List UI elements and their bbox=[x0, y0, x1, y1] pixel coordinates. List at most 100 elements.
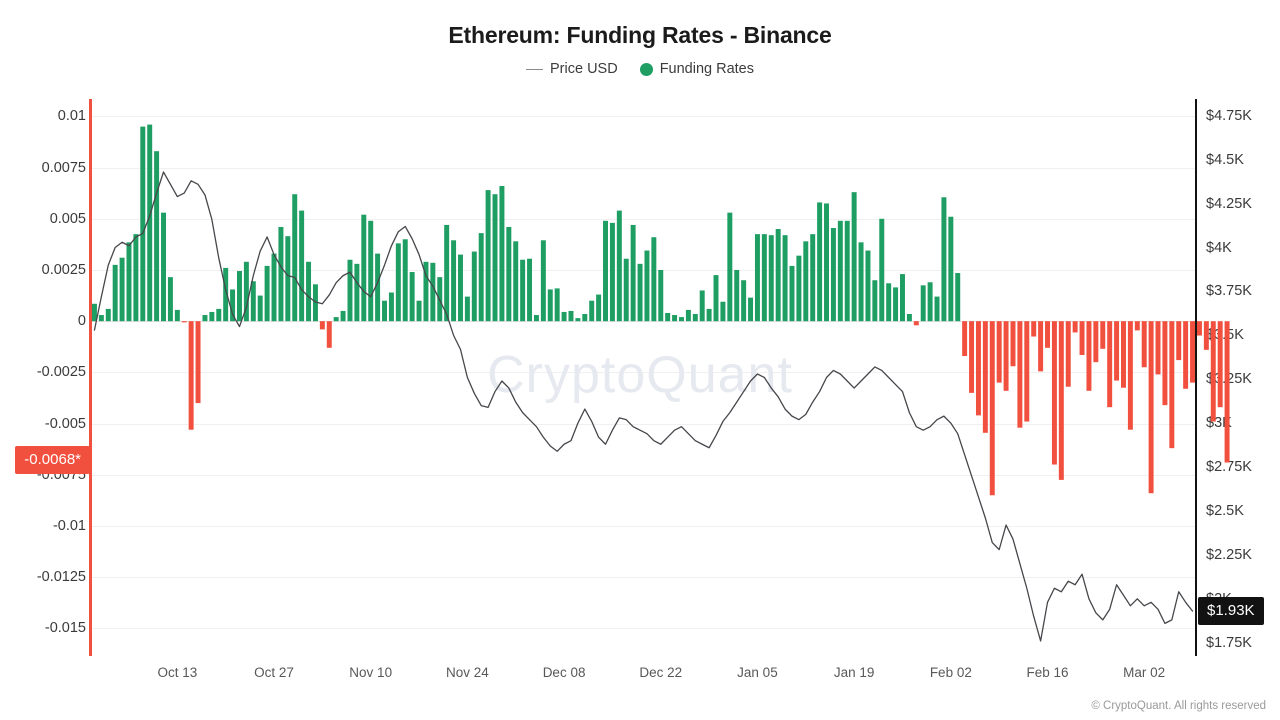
x-axis-tick-label: Mar 02 bbox=[1123, 665, 1166, 680]
funding-rate-bar bbox=[568, 310, 574, 322]
funding-rate-bar bbox=[506, 226, 512, 322]
funding-rate-bar bbox=[934, 296, 940, 322]
x-axis-tick-label: Dec 08 bbox=[542, 665, 586, 680]
funding-rate-bar bbox=[112, 264, 118, 322]
funding-rate-bar bbox=[554, 288, 560, 322]
funding-rate-bar bbox=[547, 289, 553, 322]
funding-rate-bar bbox=[720, 301, 726, 322]
funding-rate-bar bbox=[782, 235, 788, 322]
funding-rate-bar bbox=[665, 312, 671, 322]
funding-rate-bar bbox=[451, 240, 457, 322]
funding-rate-bar bbox=[768, 235, 774, 322]
right-axis-line bbox=[1195, 99, 1197, 656]
funding-rate-bar bbox=[900, 274, 905, 322]
funding-rate-bar bbox=[623, 258, 629, 322]
x-axis-tick-label: Jan 19 bbox=[833, 665, 875, 680]
right-axis-tick-label: $1.75K bbox=[1206, 634, 1252, 651]
x-axis-tick-label: Feb 16 bbox=[1026, 665, 1069, 680]
funding-rate-bar bbox=[789, 265, 795, 322]
funding-rate-bar bbox=[748, 297, 754, 322]
funding-rate-bar bbox=[1162, 321, 1168, 406]
x-axis-tick-label: Oct 27 bbox=[254, 665, 294, 680]
funding-rate-bar bbox=[527, 258, 533, 322]
funding-rate-bar bbox=[913, 321, 919, 326]
funding-rate-bar bbox=[1114, 321, 1120, 381]
price-line-path bbox=[93, 171, 1194, 642]
right-axis-tick-label: $4.5K bbox=[1206, 151, 1244, 168]
funding-rate-bar bbox=[216, 308, 222, 322]
plot-area bbox=[91, 100, 1230, 655]
legend-item-price-usd[interactable]: Price USD bbox=[526, 61, 618, 77]
x-axis-tick-label: Nov 24 bbox=[445, 665, 489, 680]
funding-rate-bar bbox=[630, 224, 636, 322]
funding-rate-bar bbox=[824, 203, 829, 322]
funding-rate-bar bbox=[948, 216, 954, 322]
funding-rate-bar bbox=[1072, 321, 1078, 333]
price-usd-line bbox=[93, 171, 1194, 642]
funding-rate-bar bbox=[1169, 321, 1175, 449]
funding-rate-bar bbox=[1031, 321, 1037, 337]
funding-rate-bar bbox=[1051, 321, 1057, 465]
funding-rate-bar bbox=[1183, 321, 1189, 389]
funding-rate-bar bbox=[1121, 321, 1126, 388]
funding-rate-bar bbox=[1093, 321, 1099, 363]
funding-rate-bar bbox=[340, 310, 346, 322]
funding-rate-bar bbox=[1190, 321, 1196, 383]
funding-rate-bar bbox=[1141, 321, 1147, 368]
funding-rate-bar bbox=[865, 250, 871, 322]
funding-rate-bar bbox=[803, 241, 809, 322]
funding-rate-bar bbox=[1224, 321, 1230, 463]
funding-rate-bar bbox=[969, 321, 975, 393]
funding-rate-bar bbox=[202, 315, 208, 322]
funding-rate-bar bbox=[651, 237, 657, 322]
funding-rate-bar bbox=[499, 186, 505, 322]
funding-rate-bar bbox=[927, 282, 933, 322]
price-value-badge: $1.93K bbox=[1198, 597, 1264, 626]
funding-rate-bar bbox=[754, 234, 760, 322]
funding-rate-bar bbox=[989, 321, 995, 496]
funding-rate-bar bbox=[492, 194, 498, 322]
funding-rate-bar bbox=[195, 321, 201, 404]
funding-rate-bar bbox=[609, 222, 615, 322]
funding-rate-bar bbox=[1024, 321, 1030, 422]
left-axis-tick-label: -0.005 bbox=[44, 415, 86, 432]
funding-rate-bar bbox=[458, 254, 463, 322]
funding-rate-bar bbox=[713, 275, 719, 322]
funding-rate-bar bbox=[851, 192, 857, 322]
funding-rate-bar bbox=[1134, 321, 1140, 331]
funding-rate-bar bbox=[257, 295, 263, 322]
left-axis-line bbox=[89, 99, 92, 656]
funding-rate-bar bbox=[582, 314, 588, 322]
funding-rate-bar bbox=[278, 226, 284, 322]
x-axis-tick-label: Dec 22 bbox=[639, 665, 683, 680]
legend-item-funding-rates[interactable]: Funding Rates bbox=[639, 61, 754, 77]
funding-rate-bar bbox=[271, 253, 277, 322]
dot-marker-icon bbox=[639, 62, 653, 76]
funding-rate-bar bbox=[161, 212, 166, 322]
funding-rate-bar bbox=[844, 220, 850, 322]
funding-rate-bar bbox=[409, 272, 415, 322]
line-marker-icon bbox=[526, 68, 543, 70]
funding-rate-bar bbox=[858, 242, 864, 322]
funding-rate-bar bbox=[1148, 321, 1154, 494]
funding-rate-bar bbox=[126, 242, 132, 322]
funding-rate-bar bbox=[243, 261, 249, 322]
funding-rate-bar bbox=[533, 315, 539, 322]
funding-rate-bar bbox=[1003, 321, 1009, 391]
funding-rate-bar bbox=[589, 300, 595, 322]
funding-rate-bar bbox=[354, 263, 360, 322]
right-axis-tick-label: $4K bbox=[1206, 239, 1232, 256]
funding-rate-bar bbox=[672, 315, 678, 322]
x-axis-tick-label: Jan 05 bbox=[737, 665, 778, 680]
funding-rate-bar bbox=[312, 284, 318, 322]
copyright-notice: © CryptoQuant. All rights reserved bbox=[1091, 700, 1266, 712]
funding-rate-bar bbox=[299, 210, 305, 322]
left-axis-tick-label: 0 bbox=[77, 313, 86, 330]
funding-rate-bar bbox=[692, 314, 698, 322]
funding-rate-bar bbox=[679, 317, 684, 322]
funding-rate-bar bbox=[478, 233, 484, 322]
funding-rate-bar bbox=[920, 285, 926, 322]
left-axis-tick-label: -0.01 bbox=[52, 517, 86, 534]
left-axis-tick-label: 0.0025 bbox=[41, 261, 86, 278]
